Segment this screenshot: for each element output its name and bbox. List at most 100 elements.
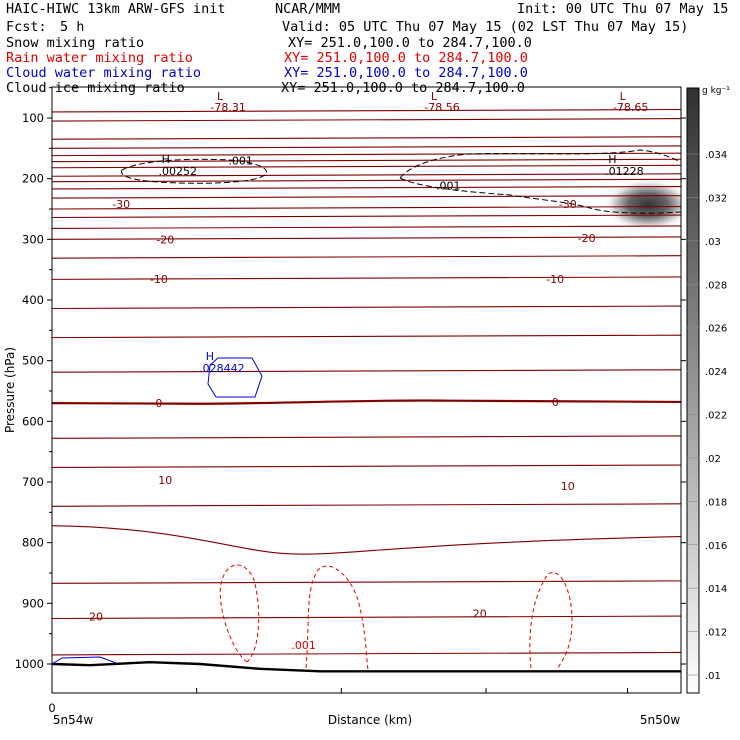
colorbar-tick-label: .03 xyxy=(705,237,721,248)
colorbar-unit: g kg⁻¹ xyxy=(702,86,730,96)
colorbar-tick-label: .028 xyxy=(705,280,727,291)
init-time: Init: 00 UTC Thu 07 May 15 xyxy=(517,1,729,17)
rain-contour xyxy=(305,565,369,671)
isotherm-line xyxy=(52,399,681,405)
temperature-label: -10 xyxy=(150,273,168,286)
isotherm-line xyxy=(52,334,681,339)
colorbar-tick-label: .022 xyxy=(705,411,727,422)
cloud-ice-shading xyxy=(604,179,681,231)
isotherm-line xyxy=(52,108,681,113)
high-marker: H xyxy=(162,153,170,166)
low-marker: L xyxy=(217,90,224,103)
field-label-snow: Snow mixing ratio xyxy=(6,35,145,51)
colorbar-tick-label: .016 xyxy=(705,541,727,552)
snow-contour xyxy=(121,158,268,184)
temperature-label: -10 xyxy=(546,273,564,286)
high-value: .00252 xyxy=(159,165,198,178)
temperature-label: 0 xyxy=(155,397,162,410)
isotherm-line xyxy=(52,225,681,230)
low-value: -78.31 xyxy=(210,101,245,114)
colorbar-scale xyxy=(686,87,700,694)
high-value: .01228 xyxy=(605,165,644,178)
field-xy-snow: XY= 251.0,100.0 to 284.7,100.0 xyxy=(288,35,532,51)
temperature-label: 20 xyxy=(473,608,487,621)
x-end-label: 5n50w xyxy=(640,713,681,727)
isotherm-line xyxy=(52,152,681,157)
valid-time: Valid: 05 UTC Thu 07 May 15 (02 LST Thu … xyxy=(282,19,689,35)
colorbar-tick-label: .034 xyxy=(705,150,727,161)
y-axis-title: Pressure (hPa) xyxy=(3,347,17,433)
colorbar-tick-label: .026 xyxy=(705,324,727,335)
y-tick-label: 300 xyxy=(22,232,44,246)
isotherm-line xyxy=(52,173,681,177)
temperature-label: 0 xyxy=(552,396,559,409)
isotherm-line xyxy=(52,503,681,507)
isotherm-line xyxy=(52,525,681,555)
temperature-label: -30 xyxy=(112,198,130,211)
y-tick-label: 900 xyxy=(22,596,44,610)
isotherm-line xyxy=(52,117,681,122)
isotherm-line xyxy=(52,464,681,469)
colorbar-tick-label: .014 xyxy=(705,584,727,595)
org-label: NCAR/MMM xyxy=(275,1,341,17)
y-tick-label: 800 xyxy=(22,536,44,550)
colorbar-tick-label: .01 xyxy=(705,671,721,682)
isotherm-line xyxy=(52,178,681,183)
isotherm-line xyxy=(52,164,681,169)
field-label-rain: Rain water mixing ratio xyxy=(6,50,193,66)
isotherm-line xyxy=(52,236,681,241)
isotherm-line xyxy=(52,580,681,585)
cloud-water-contour-surface xyxy=(52,656,117,665)
y-tick-label: 200 xyxy=(22,172,44,186)
model-title: HAIC-HIWC 13km ARW-GFS init xyxy=(6,1,226,17)
high-marker: H xyxy=(206,350,214,363)
field-label-cloud-water: Cloud water mixing ratio xyxy=(6,65,202,81)
temperature-label: -20 xyxy=(156,233,174,246)
temperature-label: -30 xyxy=(559,198,577,211)
temperature-contours xyxy=(52,108,681,656)
y-tick-label: 1000 xyxy=(15,657,44,671)
forecast-value: 5 h xyxy=(60,19,85,35)
contour-value-label: .001 xyxy=(291,639,316,652)
field-xy-cloud-ice: XY= 251.0,100.0 to 284.7,100.0 xyxy=(281,80,525,96)
y-tick-label: 500 xyxy=(22,354,44,368)
contour-value-label: .001 xyxy=(436,179,461,192)
isotherm-line xyxy=(52,205,681,210)
field-xy-cloud-water: XY= 251.0,100.0 to 284.7,100.0 xyxy=(284,65,528,81)
x-axis-title: Distance (km) xyxy=(328,713,412,727)
isotherm-line xyxy=(52,136,681,140)
cloud-water-contour xyxy=(207,357,263,398)
colorbar-tick-label: .032 xyxy=(705,193,727,204)
colorbar-tick-label: .02 xyxy=(705,454,721,465)
forecast-label: Fcst: xyxy=(6,19,47,35)
x-tick-label: 0 xyxy=(48,701,55,715)
low-value: -78.56 xyxy=(424,101,459,114)
isotherm-line xyxy=(52,185,681,190)
isotherm-line xyxy=(52,276,681,281)
isotherm-line xyxy=(52,435,681,440)
snow-contour-right xyxy=(399,149,681,214)
isotherm-line xyxy=(52,194,681,199)
temperature-label: -20 xyxy=(578,232,596,245)
isotherm-line xyxy=(52,255,681,259)
colorbar-tick-label: .012 xyxy=(705,628,727,639)
plot-frame xyxy=(51,86,682,694)
isotherm-line xyxy=(52,158,681,163)
isotherm-line xyxy=(52,305,681,310)
high-marker: H xyxy=(608,153,616,166)
isotherm-line xyxy=(52,145,681,150)
temperature-label: 10 xyxy=(561,480,575,493)
low-marker: L xyxy=(431,90,438,103)
y-tick-label: 100 xyxy=(22,111,44,125)
colorbar-tick-label: .018 xyxy=(705,497,727,508)
isotherm-line xyxy=(52,369,681,373)
high-value: .028442 xyxy=(199,362,245,375)
y-tick-label: 700 xyxy=(22,475,44,489)
isotherm-line xyxy=(52,214,681,219)
field-label-cloud-ice: Cloud ice mixing ratio xyxy=(6,80,185,96)
y-tick-label: 400 xyxy=(22,293,44,307)
isotherm-line xyxy=(52,651,681,656)
rain-contour xyxy=(219,564,260,663)
low-marker: L xyxy=(620,90,627,103)
